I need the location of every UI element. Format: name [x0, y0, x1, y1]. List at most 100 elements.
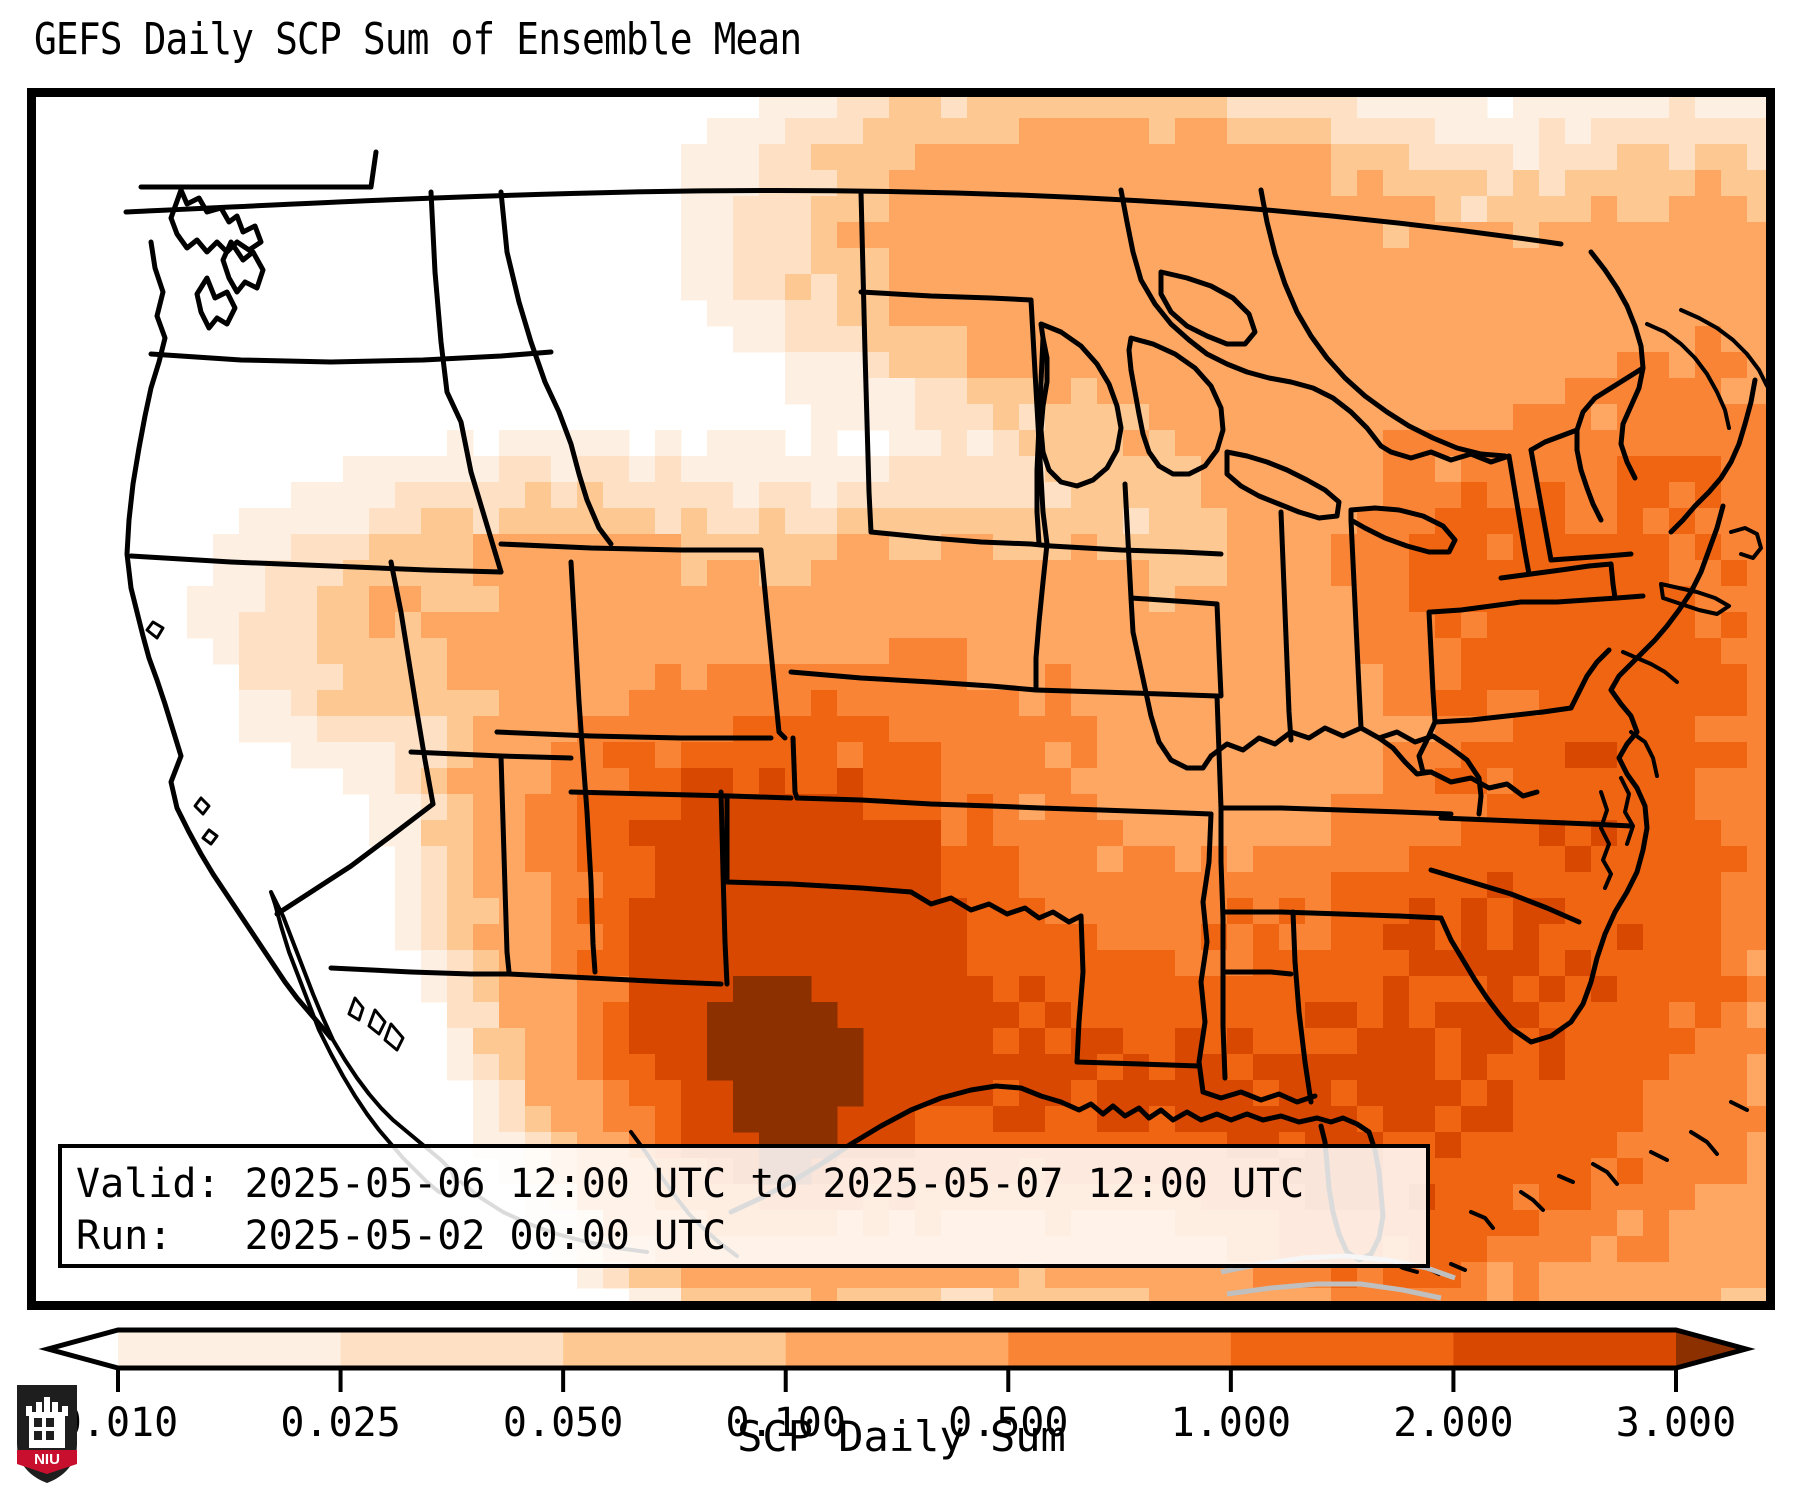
heatmap-cell [1617, 1054, 1644, 1081]
heatmap-cell [1435, 1158, 1462, 1185]
heatmap-cell [499, 664, 526, 691]
heatmap-cell [1305, 976, 1332, 1003]
heatmap-cell [239, 612, 266, 639]
heatmap-cell [1539, 742, 1566, 769]
heatmap-cell [1669, 690, 1696, 717]
heatmap-cell [1331, 638, 1358, 665]
heatmap-cell [915, 742, 942, 769]
colorbar-band [785, 1330, 1009, 1368]
heatmap-cell [577, 1002, 604, 1029]
heatmap-cell [525, 716, 552, 743]
heatmap-cell [785, 898, 812, 925]
heatmap-cell [1175, 430, 1202, 457]
heatmap-cell [577, 794, 604, 821]
heatmap-cell [1331, 898, 1358, 925]
heatmap-cell [967, 1080, 994, 1107]
heatmap-cell [1383, 300, 1410, 327]
heatmap-cell [941, 404, 968, 431]
heatmap-cell [993, 534, 1020, 561]
heatmap-cell [1253, 508, 1280, 535]
heatmap-cell [1643, 638, 1670, 665]
heatmap-cell [447, 508, 474, 535]
heatmap-cell [941, 820, 968, 847]
heatmap-cell [577, 950, 604, 977]
heatmap-cell [759, 846, 786, 873]
heatmap-cell-max [733, 1002, 760, 1029]
heatmap-cell [1591, 326, 1618, 353]
heatmap-cell [1045, 144, 1072, 171]
heatmap-cell [1045, 274, 1072, 301]
heatmap-cell [1513, 924, 1540, 951]
heatmap-cell [1357, 950, 1384, 977]
heatmap-cell [421, 456, 448, 483]
heatmap-cell [1123, 716, 1150, 743]
heatmap-cell [681, 482, 708, 509]
heatmap-cell [915, 196, 942, 223]
heatmap-cell [1149, 898, 1176, 925]
heatmap-cell [1617, 508, 1644, 535]
heatmap-cell [1487, 1106, 1514, 1133]
heatmap-cell [291, 716, 318, 743]
heatmap-cell [1617, 1262, 1644, 1289]
heatmap-cell [1513, 794, 1540, 821]
heatmap-cell [239, 508, 266, 535]
heatmap-cell [1435, 560, 1462, 587]
heatmap-cell [811, 534, 838, 561]
heatmap-cell [1383, 976, 1410, 1003]
heatmap-cell [1279, 976, 1306, 1003]
heatmap-cell [1331, 924, 1358, 951]
heatmap-cell [1487, 898, 1514, 925]
heatmap-cell [837, 534, 864, 561]
heatmap-cell [1097, 1002, 1124, 1029]
heatmap-cell [1123, 352, 1150, 379]
colorbar-tick-label: 0.100 [726, 1400, 846, 1446]
heatmap-cell [655, 1106, 682, 1133]
heatmap-cell [1071, 404, 1098, 431]
heatmap-cell [629, 950, 656, 977]
heatmap-cell [993, 404, 1020, 431]
heatmap-cell [1227, 404, 1254, 431]
heatmap-cell [1331, 456, 1358, 483]
heatmap-cell [1227, 144, 1254, 171]
heatmap-cell [1409, 170, 1436, 197]
heatmap-cell [837, 690, 864, 717]
map-panel[interactable] [27, 88, 1775, 1310]
heatmap-cell [1513, 1106, 1540, 1133]
heatmap-cell [941, 560, 968, 587]
heatmap-cell [1617, 924, 1644, 951]
heatmap-cell [1305, 508, 1332, 535]
colorbar[interactable]: 0.010 0.025 0.050 0.100 0.500 1.000 2.000 3.000 [0, 1316, 1803, 1500]
heatmap-cell [1721, 638, 1748, 665]
heatmap-cell [239, 690, 266, 717]
heatmap-cell [1305, 638, 1332, 665]
heatmap-cell [447, 1054, 474, 1081]
heatmap-cell [1591, 1002, 1618, 1029]
heatmap-cell [1305, 612, 1332, 639]
heatmap-cell-max [733, 1106, 760, 1133]
heatmap-cell [811, 924, 838, 951]
heatmap-cell [707, 638, 734, 665]
heatmap-cell [967, 300, 994, 327]
heatmap-cell [915, 430, 942, 457]
heatmap-cell [707, 898, 734, 925]
heatmap-cell [1383, 482, 1410, 509]
heatmap-cell [369, 456, 396, 483]
heatmap-cell [1045, 872, 1072, 899]
heatmap-cell [1539, 1236, 1566, 1263]
heatmap-cell [837, 404, 864, 431]
heatmap-cell [1487, 950, 1514, 977]
heatmap-cell [1721, 300, 1748, 327]
heatmap-cell [863, 1028, 890, 1055]
heatmap-cell [1487, 508, 1514, 535]
heatmap-cell [915, 326, 942, 353]
heatmap-cell-max [811, 1028, 838, 1055]
heatmap-cell [785, 716, 812, 743]
heatmap-cell [629, 1028, 656, 1055]
heatmap-cell [1253, 1028, 1280, 1055]
heatmap-cell [421, 716, 448, 743]
heatmap-cell [1019, 248, 1046, 275]
heatmap-cell [1149, 976, 1176, 1003]
heatmap-cell [525, 482, 552, 509]
heatmap-cell [1617, 1210, 1644, 1237]
heatmap-cell [993, 1002, 1020, 1029]
